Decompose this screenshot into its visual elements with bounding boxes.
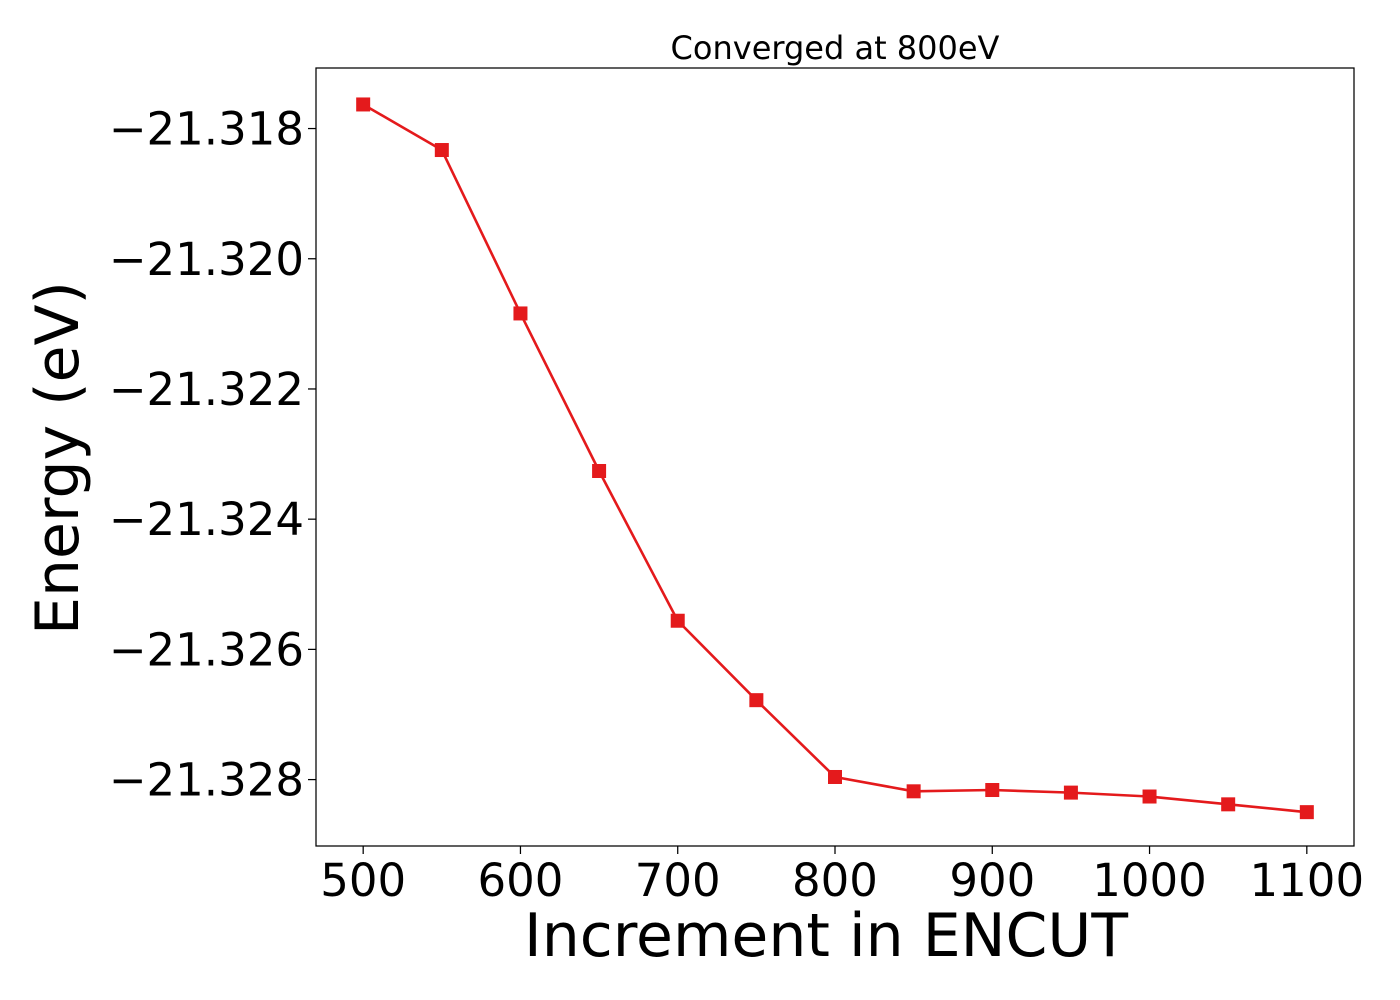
x-axis-label: Increment in ENCUT (524, 901, 1128, 971)
y-tick-label: −21.318 (109, 103, 304, 156)
data-point-marker (828, 769, 842, 784)
x-tick-label: 900 (949, 854, 1035, 907)
data-point-marker (1142, 789, 1157, 804)
data-point-marker (985, 783, 1000, 798)
x-tick-label: 1100 (1250, 854, 1365, 907)
x-tick-label: 500 (320, 854, 406, 907)
data-point-marker (513, 306, 528, 321)
x-tick-label: 700 (635, 854, 721, 907)
x-tick-label: 800 (792, 854, 878, 907)
y-tick-label: −21.326 (109, 623, 304, 676)
data-point-marker (1063, 785, 1078, 800)
data-point-marker (749, 693, 764, 708)
y-tick-label: −21.324 (109, 493, 304, 546)
plot-area-frame (315, 67, 1355, 847)
series-line (362, 103, 1307, 814)
data-point-marker (356, 97, 371, 112)
data-point-marker (592, 463, 607, 478)
data-point-marker (670, 613, 685, 628)
y-axis: −21.318 −21.320 −21.322 −21.324 −21.326 −21.3… (109, 103, 316, 807)
y-axis-label: Energy (eV) (23, 281, 93, 635)
x-tick-label: 1000 (1092, 854, 1207, 907)
x-axis: 500 600 700 800 900 1000 1100 (320, 846, 1364, 907)
y-tick-label: −21.320 (109, 233, 304, 286)
y-tick-label: −21.328 (109, 754, 304, 807)
series-layer (356, 97, 1314, 820)
x-tick-label: 600 (478, 854, 564, 907)
data-point-marker (1221, 797, 1236, 812)
data-point-marker (906, 784, 921, 799)
chart-title: Converged at 800eV (671, 29, 1000, 67)
data-point-marker (1299, 805, 1314, 820)
data-point-marker (434, 143, 449, 158)
y-tick-label: −21.322 (109, 363, 304, 416)
